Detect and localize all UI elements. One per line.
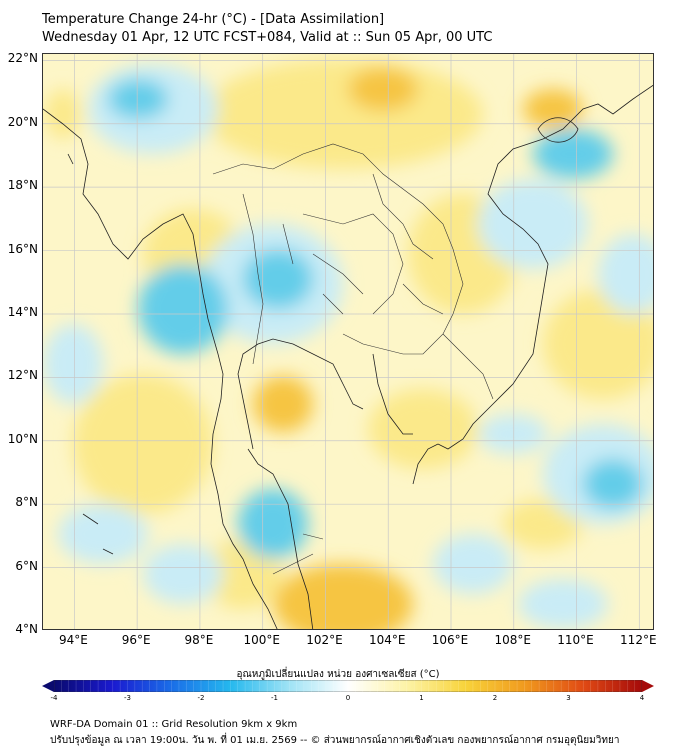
colorbar-max-extend	[642, 680, 654, 692]
colorbar-label: อุณหภูมิเปลี่ยนแปลง หน่วย องศาเซลเซียส (…	[236, 669, 440, 680]
colorbar-tick-label: 4	[639, 694, 645, 702]
longitude-label: 106°E	[431, 633, 469, 647]
colorbar-tick-label: 3	[566, 694, 571, 702]
latitude-label: 18°N	[7, 178, 38, 193]
colorbar-tick-label: 2	[492, 694, 498, 702]
coastlines	[43, 84, 653, 629]
latitude-label: 8°N	[15, 495, 38, 510]
temperature-field	[43, 59, 653, 629]
latitude-label: 10°N	[7, 431, 38, 446]
longitude-label: 108°E	[494, 633, 532, 647]
country-borders	[212, 143, 494, 575]
colorbar	[42, 680, 654, 692]
latitude-label: 14°N	[7, 304, 38, 319]
latitude-label: 22°N	[7, 51, 38, 66]
colorbar-tick-label: -3	[124, 694, 131, 702]
graticule	[43, 54, 653, 629]
longitude-label: 104°E	[368, 633, 406, 647]
latitude-label: 20°N	[7, 114, 38, 129]
colorbar-min-extend	[42, 680, 54, 692]
footer-model-info: WRF-DA Domain 01 :: Grid Resolution 9km …	[50, 719, 298, 730]
latitude-label: 12°N	[7, 368, 38, 383]
longitude-label: 112°E	[620, 633, 657, 647]
latitude-label: 6°N	[15, 558, 38, 573]
longitude-label: 98°E	[184, 633, 214, 647]
map-subtitle: Wednesday 01 Apr, 12 UTC FCST+084, Valid…	[42, 30, 493, 45]
colorbar-tick-label: -1	[271, 694, 278, 702]
temperature-change-map	[43, 54, 653, 629]
colorbar-tick-label: 1	[419, 694, 424, 702]
latitude-label: 4°N	[15, 622, 38, 636]
map-title: Temperature Change 24-hr (°C) - [Data As…	[42, 12, 385, 27]
longitude-label: 96°E	[121, 633, 151, 647]
latitude-label: 16°N	[7, 241, 38, 256]
colorbar-tick-label: -2	[197, 694, 205, 702]
footer-update-info: ปรับปรุงข้อมูล ณ เวลา 19:00น. วัน พ. ที่…	[50, 735, 620, 746]
longitude-label: 110°E	[557, 633, 594, 647]
colorbar-tick-label: 0	[345, 694, 351, 702]
longitude-label: 100°E	[243, 633, 280, 647]
longitude-label: 94°E	[58, 633, 88, 647]
colorbar-tick-label: -4	[50, 694, 58, 702]
map-panel[interactable]	[42, 53, 654, 630]
longitude-label: 102°E	[306, 633, 343, 647]
